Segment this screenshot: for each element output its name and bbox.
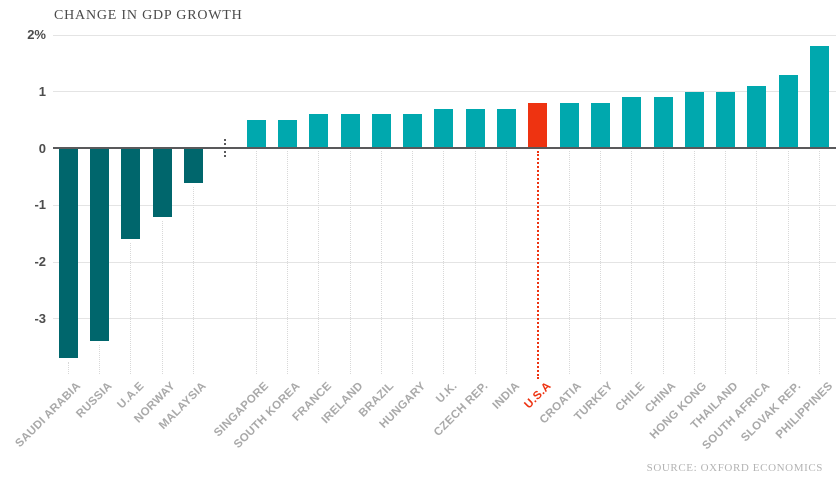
leader-line-ireland bbox=[349, 151, 351, 374]
bar-south-africa bbox=[747, 86, 767, 147]
leader-line-hungary bbox=[412, 151, 414, 374]
leader-line-chile bbox=[631, 151, 633, 374]
leader-line-malaysia bbox=[193, 186, 194, 374]
leader-line-china bbox=[662, 151, 664, 374]
chart-title: CHANGE IN GDP GROWTH bbox=[54, 8, 243, 23]
leader-line-norway bbox=[161, 220, 163, 374]
bar-brazil bbox=[371, 114, 391, 147]
leader-line-slovak-rep bbox=[787, 151, 789, 374]
zero-axis-line bbox=[53, 147, 836, 149]
y-axis-tick-2: 2% bbox=[27, 27, 46, 42]
leader-line-u-a-e bbox=[130, 243, 132, 374]
gridline--2 bbox=[53, 261, 836, 263]
leader-line-u-s-a bbox=[536, 151, 539, 379]
bar-thailand bbox=[716, 91, 736, 147]
y-axis-tick--2: -2 bbox=[34, 254, 46, 269]
y-axis-tick-1: 1 bbox=[38, 83, 46, 99]
bar-south-korea bbox=[277, 120, 297, 147]
group-separator-line bbox=[223, 139, 226, 157]
leader-line-france bbox=[318, 151, 320, 374]
y-axis-tick-0: 0 bbox=[38, 140, 46, 156]
bar-saudi-arabia bbox=[58, 149, 78, 359]
bar-u-s-a bbox=[528, 103, 548, 147]
leader-line-russia bbox=[99, 345, 101, 374]
gridline--3 bbox=[53, 318, 836, 320]
bar-slovak-rep bbox=[778, 74, 798, 147]
leader-line-thailand bbox=[725, 151, 727, 374]
bar-croatia bbox=[559, 103, 579, 147]
leader-line-philippines bbox=[819, 151, 820, 374]
bar-hong-kong bbox=[684, 91, 704, 147]
y-axis-tick--1: -1 bbox=[34, 197, 46, 213]
x-label-u-k: U.K. bbox=[433, 380, 460, 406]
bar-u-k bbox=[434, 108, 454, 147]
leader-line-turkey bbox=[599, 151, 601, 374]
y-axis-tick--3: -3 bbox=[34, 310, 46, 326]
x-label-india: INDIA bbox=[490, 380, 522, 412]
bar-singapore bbox=[246, 120, 266, 147]
bar-hungary bbox=[403, 114, 423, 147]
bar-czech-rep bbox=[465, 108, 485, 147]
leader-line-singapore bbox=[255, 151, 257, 374]
leader-line-south-korea bbox=[286, 151, 288, 374]
leader-line-croatia bbox=[568, 151, 570, 374]
bar-turkey bbox=[590, 103, 610, 147]
x-label-chile: CHILE bbox=[613, 380, 648, 414]
x-label-saudi-arabia: SAUDI ARABIA bbox=[13, 380, 84, 450]
bar-malaysia bbox=[184, 149, 203, 183]
bar-philippines bbox=[810, 46, 829, 147]
leader-line-u-k bbox=[443, 151, 445, 374]
leader-line-hong-kong bbox=[693, 151, 695, 374]
bar-ireland bbox=[340, 114, 360, 147]
gridline--1 bbox=[53, 204, 836, 206]
bar-china bbox=[653, 97, 673, 147]
bar-norway bbox=[152, 149, 172, 217]
leader-line-india bbox=[506, 151, 507, 374]
bar-russia bbox=[90, 149, 110, 342]
leader-line-brazil bbox=[380, 151, 382, 374]
leader-line-czech-rep bbox=[474, 151, 476, 374]
leader-line-saudi-arabia bbox=[67, 362, 69, 374]
leader-line-south-africa bbox=[756, 151, 758, 374]
bar-france bbox=[309, 114, 329, 147]
bar-india bbox=[497, 108, 516, 147]
source-attribution: SOURCE: OXFORD ECONOMICS bbox=[646, 462, 823, 474]
gridline-1 bbox=[53, 91, 836, 93]
bar-chile bbox=[622, 97, 642, 147]
x-label-philippines: PHILIPPINES bbox=[773, 380, 835, 442]
gridline-2 bbox=[53, 34, 836, 36]
bar-u-a-e bbox=[121, 149, 141, 240]
